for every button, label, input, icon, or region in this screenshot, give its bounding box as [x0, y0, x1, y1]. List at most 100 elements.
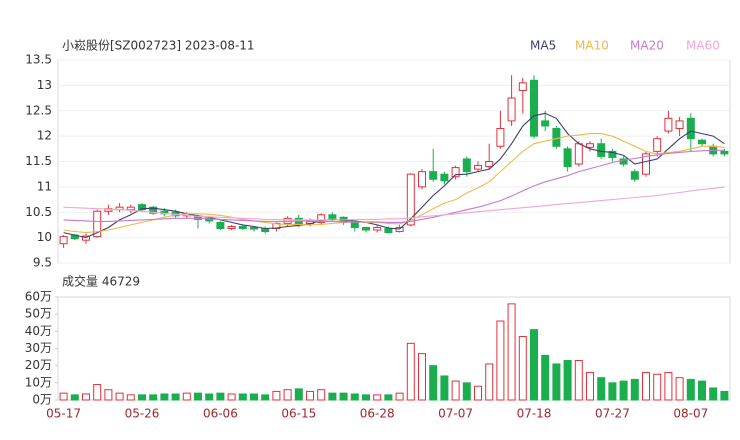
volume-bar	[216, 392, 225, 401]
volume-bar	[496, 320, 505, 401]
y-tick-label: 10.5	[25, 205, 52, 219]
x-tick-label: 07-07	[438, 407, 473, 421]
volume-bar	[306, 390, 314, 401]
candle-body	[216, 221, 225, 229]
y-tick-label: 50万	[25, 307, 52, 321]
volume-bar	[328, 392, 337, 401]
candle-body	[597, 143, 606, 157]
volume-bar	[171, 393, 180, 401]
volume-bar	[462, 382, 471, 401]
volume-bar	[429, 365, 438, 401]
volume-bar	[160, 393, 169, 401]
legend-item: MA10	[575, 39, 609, 53]
candle-body	[541, 120, 550, 127]
candle-body	[642, 153, 650, 175]
y-tick-label: 11	[37, 179, 52, 193]
candle-body	[138, 204, 146, 211]
y-tick-label: 12	[37, 129, 52, 143]
y-tick-label: 12.5	[25, 103, 52, 117]
volume-bar	[720, 390, 729, 401]
candle-body	[530, 79, 538, 137]
volume-bar	[59, 392, 68, 401]
volume-bar	[350, 393, 359, 401]
candle-body	[720, 150, 729, 155]
candle-body	[664, 117, 673, 132]
volume-bar	[507, 303, 516, 401]
candle-body	[440, 173, 449, 182]
volume-bar	[563, 360, 572, 401]
candle-body	[552, 128, 561, 147]
candle-body	[384, 227, 393, 234]
legend-item: MA60	[686, 39, 720, 53]
volume-bar	[362, 394, 370, 401]
candle-body	[317, 214, 326, 223]
y-tick-label: 13	[37, 78, 52, 92]
volume-bar	[294, 388, 303, 401]
candle-body	[563, 148, 572, 168]
candle-body	[227, 225, 236, 229]
volume-bar	[619, 380, 628, 401]
y-tick-label: 30万	[25, 341, 52, 355]
candle-body	[507, 97, 516, 122]
volume-bar	[250, 393, 258, 401]
volume-bar	[283, 389, 292, 401]
candle-body	[328, 214, 337, 219]
volume-bar	[373, 394, 382, 401]
volume-bar	[686, 378, 695, 401]
volume-bar	[675, 377, 684, 401]
x-tick-label: 07-27	[595, 407, 630, 421]
volume-bar	[474, 385, 482, 401]
volume-bar	[115, 392, 124, 401]
y-tick-label: 11.5	[25, 154, 52, 168]
volume-bar	[608, 382, 617, 401]
volume-bar	[530, 329, 538, 401]
x-tick-label: 06-28	[360, 407, 395, 421]
volume-bar	[272, 390, 281, 401]
ma-line	[63, 149, 725, 223]
candle-body	[608, 150, 617, 158]
candle-body	[675, 120, 684, 130]
candle-body	[698, 139, 706, 145]
volume-bar	[552, 363, 561, 401]
volume-bar	[339, 392, 348, 401]
x-tick-label: 05-17	[46, 407, 81, 421]
candle-body	[406, 173, 415, 226]
ma-line	[63, 112, 725, 239]
x-tick-label: 05-26	[125, 407, 160, 421]
y-tick-label: 20万	[25, 358, 52, 372]
candle-body	[462, 158, 471, 173]
candle-body	[630, 171, 639, 180]
volume-bar	[205, 393, 214, 401]
volume-bar	[317, 389, 326, 401]
volume-bar	[418, 353, 426, 401]
volume-bar	[182, 392, 191, 401]
volume-bar	[384, 394, 393, 401]
candle-body	[418, 171, 426, 188]
volume-bar	[541, 354, 550, 401]
volume-bar	[664, 372, 673, 401]
y-tick-label: 0万	[32, 393, 52, 407]
x-tick-label: 07-18	[517, 407, 552, 421]
volume-bar	[406, 342, 415, 401]
volume-bar	[149, 394, 158, 401]
volume-bar	[574, 360, 583, 401]
volume-bar	[709, 387, 718, 401]
volume-bar	[586, 372, 594, 401]
legend-item: MA20	[630, 39, 664, 53]
volume-bar	[395, 392, 404, 401]
volume-bar	[485, 363, 494, 401]
candle-body	[149, 206, 158, 214]
candle-body	[574, 143, 583, 165]
y-tick-label: 40万	[25, 324, 52, 338]
candle-body	[238, 225, 247, 229]
candle-body	[653, 138, 662, 152]
candle-body	[350, 221, 359, 228]
volume-bar	[698, 380, 706, 401]
candle-body	[496, 128, 505, 147]
volume-bar	[630, 378, 639, 401]
volume-bar	[518, 335, 527, 401]
volume-bar	[597, 377, 606, 401]
volume-bar	[261, 394, 270, 401]
candle-body	[126, 206, 135, 211]
